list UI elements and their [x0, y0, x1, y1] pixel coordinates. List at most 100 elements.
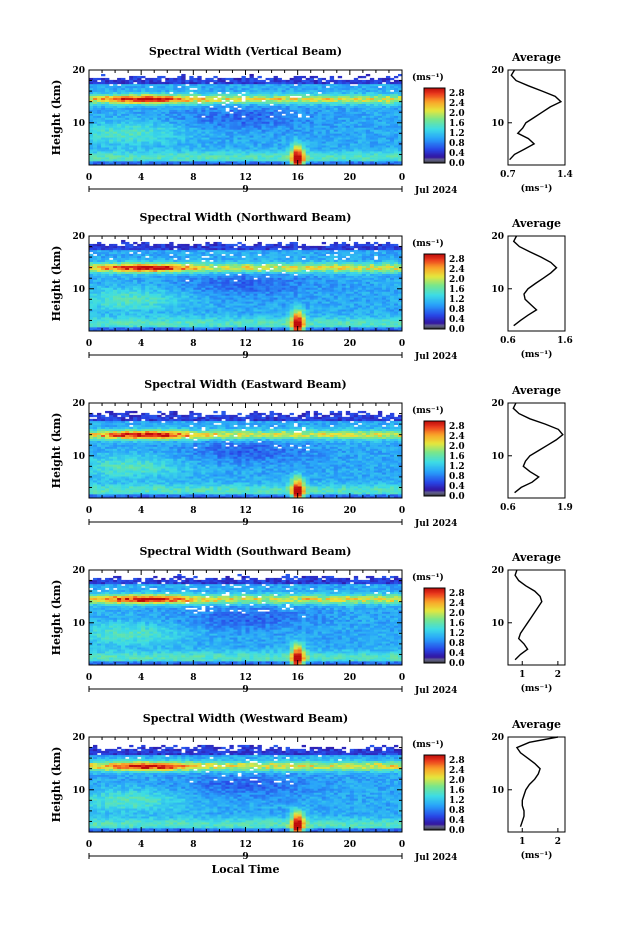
heatmap-cell	[145, 264, 149, 266]
heatmap-cell	[137, 282, 141, 284]
heatmap-cell	[173, 131, 177, 133]
heatmap-cell	[125, 291, 129, 293]
heatmap-cell	[378, 143, 382, 145]
heatmap-cell	[298, 121, 302, 123]
colorbar-label: 2.4	[449, 99, 465, 109]
heatmap-cell	[133, 149, 137, 151]
heatmap-cell	[246, 104, 250, 106]
heatmap-cell	[141, 76, 145, 78]
heatmap-cell	[302, 112, 306, 114]
heatmap-cell	[169, 139, 173, 141]
heatmap-cell	[97, 159, 101, 161]
heatmap-cell	[157, 86, 161, 88]
heatmap-cell	[233, 86, 237, 88]
heatmap-cell	[165, 248, 169, 250]
heatmap-cell	[97, 311, 101, 313]
heatmap-cell	[169, 114, 173, 116]
heatmap-cell	[181, 305, 185, 307]
heatmap-cell	[173, 272, 177, 274]
heatmap-cell	[157, 84, 161, 86]
heatmap-cell	[97, 84, 101, 86]
heatmap-cell	[161, 262, 165, 264]
heatmap-cell	[149, 252, 153, 254]
heatmap-cell	[157, 129, 161, 131]
heatmap-cell	[125, 272, 129, 274]
heatmap-cell	[334, 116, 338, 118]
heatmap-cell	[306, 161, 310, 163]
heatmap-cell	[145, 125, 149, 127]
heatmap-cell	[225, 141, 229, 143]
heatmap-cell	[241, 125, 245, 127]
heatmap-cell	[189, 319, 193, 321]
heatmap-cell	[89, 315, 93, 317]
heatmap-cell	[125, 98, 129, 100]
heatmap-cell	[141, 287, 145, 289]
heatmap-cell	[97, 244, 101, 246]
heatmap-cell	[225, 159, 229, 161]
heatmap-cell	[237, 96, 241, 98]
heatmap-cell	[314, 139, 318, 141]
heatmap-cell	[201, 153, 205, 155]
heatmap-cell	[185, 301, 189, 303]
heatmap-cell	[153, 82, 157, 84]
heatmap-cell	[306, 102, 310, 104]
heatmap-cell	[101, 131, 105, 133]
heatmap-cell	[250, 100, 254, 102]
heatmap-cell	[129, 274, 133, 276]
heatmap-cell	[342, 133, 346, 135]
heatmap-cell	[205, 135, 209, 137]
heatmap-cell	[237, 106, 241, 108]
heatmap-cell	[105, 254, 109, 256]
heatmap-cell	[370, 108, 374, 110]
heatmap-cell	[254, 118, 258, 120]
heatmap-cell	[121, 276, 125, 278]
heatmap-cell	[97, 297, 101, 299]
heatmap-cell	[338, 149, 342, 151]
heatmap-cell	[177, 278, 181, 280]
heatmap-cell	[378, 80, 382, 82]
heatmap-cell	[133, 270, 137, 272]
heatmap-cell	[161, 82, 165, 84]
heatmap-cell	[93, 323, 97, 325]
heatmap-cell	[298, 141, 302, 143]
heatmap-cell	[354, 108, 358, 110]
heatmap-cell	[177, 147, 181, 149]
heatmap-cell	[193, 86, 197, 88]
heatmap-cell	[390, 78, 394, 80]
heatmap-cell	[133, 92, 137, 94]
heatmap-cell	[153, 323, 157, 325]
heatmap-cell	[117, 262, 121, 264]
heatmap-cell	[137, 86, 141, 88]
heatmap-cell	[274, 137, 278, 139]
heatmap-cell	[354, 106, 358, 108]
heatmap-cell	[109, 246, 113, 248]
heatmap-cell	[113, 264, 117, 266]
heatmap-cell	[97, 151, 101, 153]
heatmap-cell	[153, 276, 157, 278]
heatmap-cell	[117, 102, 121, 104]
heatmap-cell	[213, 116, 217, 118]
heatmap-cell	[157, 161, 161, 163]
heatmap-cell	[209, 149, 213, 151]
heatmap-cell	[89, 321, 93, 323]
heatmap-cell	[149, 92, 153, 94]
heatmap-cell	[141, 280, 145, 282]
heatmap-cell	[221, 139, 225, 141]
heatmap-cell	[330, 90, 334, 92]
heatmap-cell	[310, 135, 314, 137]
heatmap-cell	[213, 86, 217, 88]
heatmap-cell	[338, 110, 342, 112]
heatmap-cell	[217, 301, 221, 303]
heatmap-cell	[93, 100, 97, 102]
heatmap-cell	[177, 96, 181, 98]
heatmap-cell	[125, 246, 129, 248]
heatmap-cell	[382, 94, 386, 96]
heatmap-cell	[213, 246, 217, 248]
heatmap-cell	[193, 153, 197, 155]
heatmap-cell	[209, 112, 213, 114]
heatmap-cell	[137, 147, 141, 149]
heatmap-cell	[129, 106, 133, 108]
heatmap-cell	[374, 116, 378, 118]
heatmap-cell	[302, 104, 306, 106]
heatmap-cell	[342, 94, 346, 96]
